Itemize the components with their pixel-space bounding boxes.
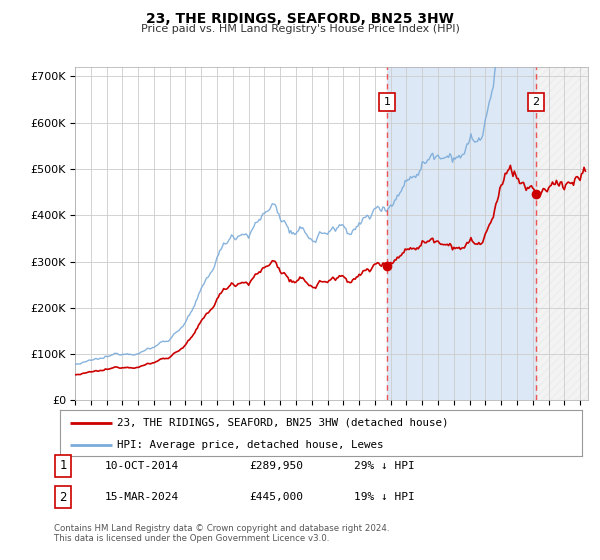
Text: 23, THE RIDINGS, SEAFORD, BN25 3HW: 23, THE RIDINGS, SEAFORD, BN25 3HW bbox=[146, 12, 454, 26]
Text: Contains HM Land Registry data © Crown copyright and database right 2024.: Contains HM Land Registry data © Crown c… bbox=[54, 524, 389, 533]
Text: 23, THE RIDINGS, SEAFORD, BN25 3HW (detached house): 23, THE RIDINGS, SEAFORD, BN25 3HW (deta… bbox=[118, 418, 449, 428]
Text: 19% ↓ HPI: 19% ↓ HPI bbox=[354, 492, 415, 502]
Text: HPI: Average price, detached house, Lewes: HPI: Average price, detached house, Lewe… bbox=[118, 440, 384, 450]
Bar bbox=[387, 67, 536, 400]
Text: This data is licensed under the Open Government Licence v3.0.: This data is licensed under the Open Gov… bbox=[54, 534, 329, 543]
Text: 15-MAR-2024: 15-MAR-2024 bbox=[105, 492, 179, 502]
Text: 2: 2 bbox=[59, 491, 67, 504]
Text: 1: 1 bbox=[59, 459, 67, 473]
Text: 29% ↓ HPI: 29% ↓ HPI bbox=[354, 461, 415, 471]
Bar bbox=[536, 67, 588, 400]
Text: 1: 1 bbox=[384, 97, 391, 107]
Text: Price paid vs. HM Land Registry's House Price Index (HPI): Price paid vs. HM Land Registry's House … bbox=[140, 24, 460, 34]
Text: £445,000: £445,000 bbox=[249, 492, 303, 502]
Text: 2: 2 bbox=[533, 97, 539, 107]
Text: £289,950: £289,950 bbox=[249, 461, 303, 471]
Text: 10-OCT-2014: 10-OCT-2014 bbox=[105, 461, 179, 471]
